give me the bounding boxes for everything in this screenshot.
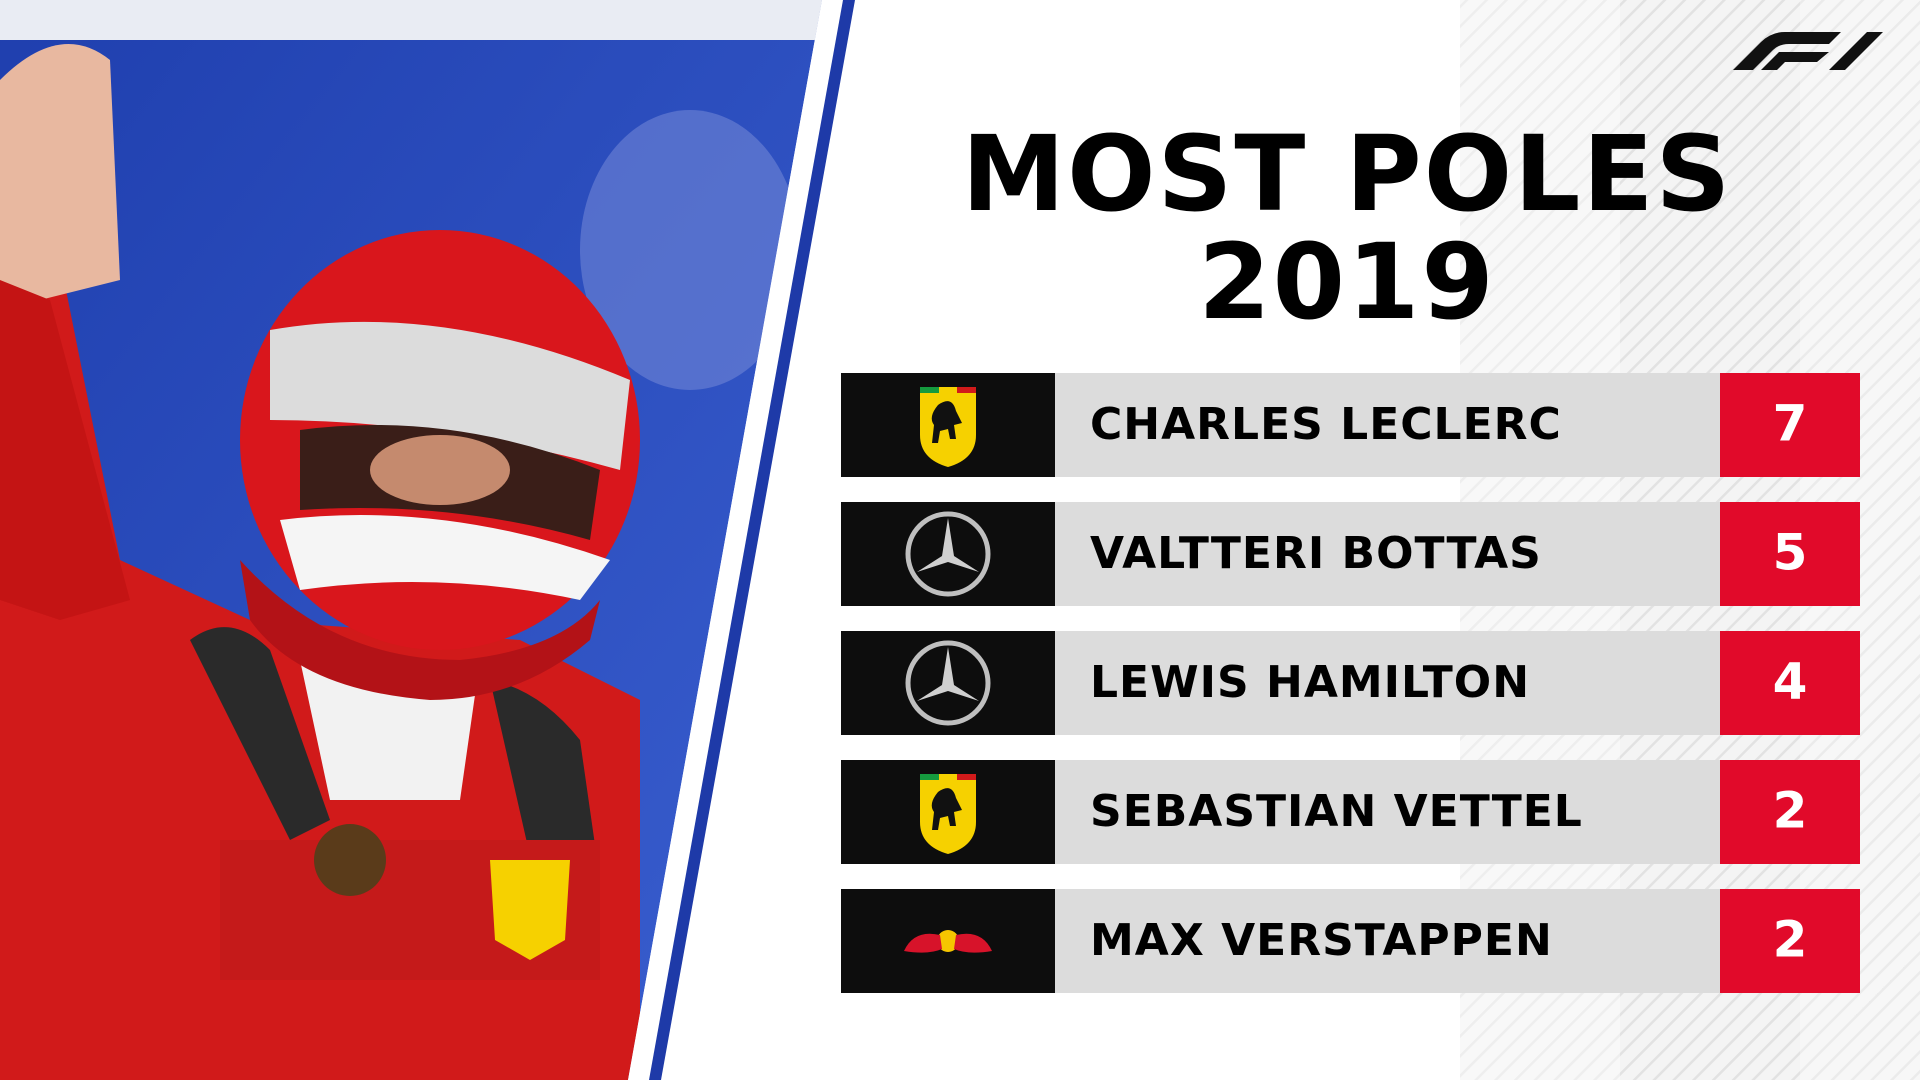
- divider-stripe: [649, 0, 855, 1080]
- driver-name: VALTTERI BOTTAS: [1090, 528, 1542, 579]
- poles-box: [1720, 760, 1860, 864]
- driver-name: LEWIS HAMILTON: [1090, 657, 1530, 708]
- title-line: 2019: [1198, 221, 1495, 343]
- name-box: [1055, 760, 1720, 864]
- poles-count: 5: [1773, 524, 1808, 582]
- row: VALTTERI BOTTAS 5: [841, 502, 1860, 606]
- driver-name: CHARLES LECLERC: [1090, 399, 1562, 450]
- poles-box: [1720, 502, 1860, 606]
- poles-count: 7: [1773, 395, 1808, 453]
- name-box: [1055, 502, 1720, 606]
- redbull-logo: [904, 930, 992, 953]
- row: LEWIS HAMILTON 4: [841, 631, 1860, 735]
- poles-box: [1720, 373, 1860, 477]
- f1-logo: [1733, 32, 1883, 70]
- name-box: [1055, 889, 1720, 993]
- poles-box: [1720, 889, 1860, 993]
- mercedes-logo: [905, 640, 991, 726]
- row: SEBASTIAN VETTEL 2: [841, 760, 1860, 864]
- divider-stripe: [628, 0, 836, 1080]
- row: MAX VERSTAPPEN 2: [841, 889, 1860, 993]
- poles-count: 2: [1773, 782, 1808, 840]
- name-box: [1055, 631, 1720, 735]
- poles-box: [1720, 631, 1860, 735]
- photo: [0, 0, 822, 1080]
- title-line: MOST POLES: [962, 113, 1733, 235]
- ferrari-logo: [920, 387, 976, 467]
- mercedes-logo: [905, 511, 991, 597]
- driver-name: MAX VERSTAPPEN: [1090, 915, 1553, 966]
- ferrari-logo: [920, 774, 976, 854]
- poles-count: 4: [1773, 653, 1808, 711]
- name-box: [1055, 373, 1720, 477]
- row: CHARLES LECLERC 7: [841, 373, 1860, 477]
- poles-count: 2: [1773, 911, 1808, 969]
- driver-name: SEBASTIAN VETTEL: [1090, 786, 1583, 837]
